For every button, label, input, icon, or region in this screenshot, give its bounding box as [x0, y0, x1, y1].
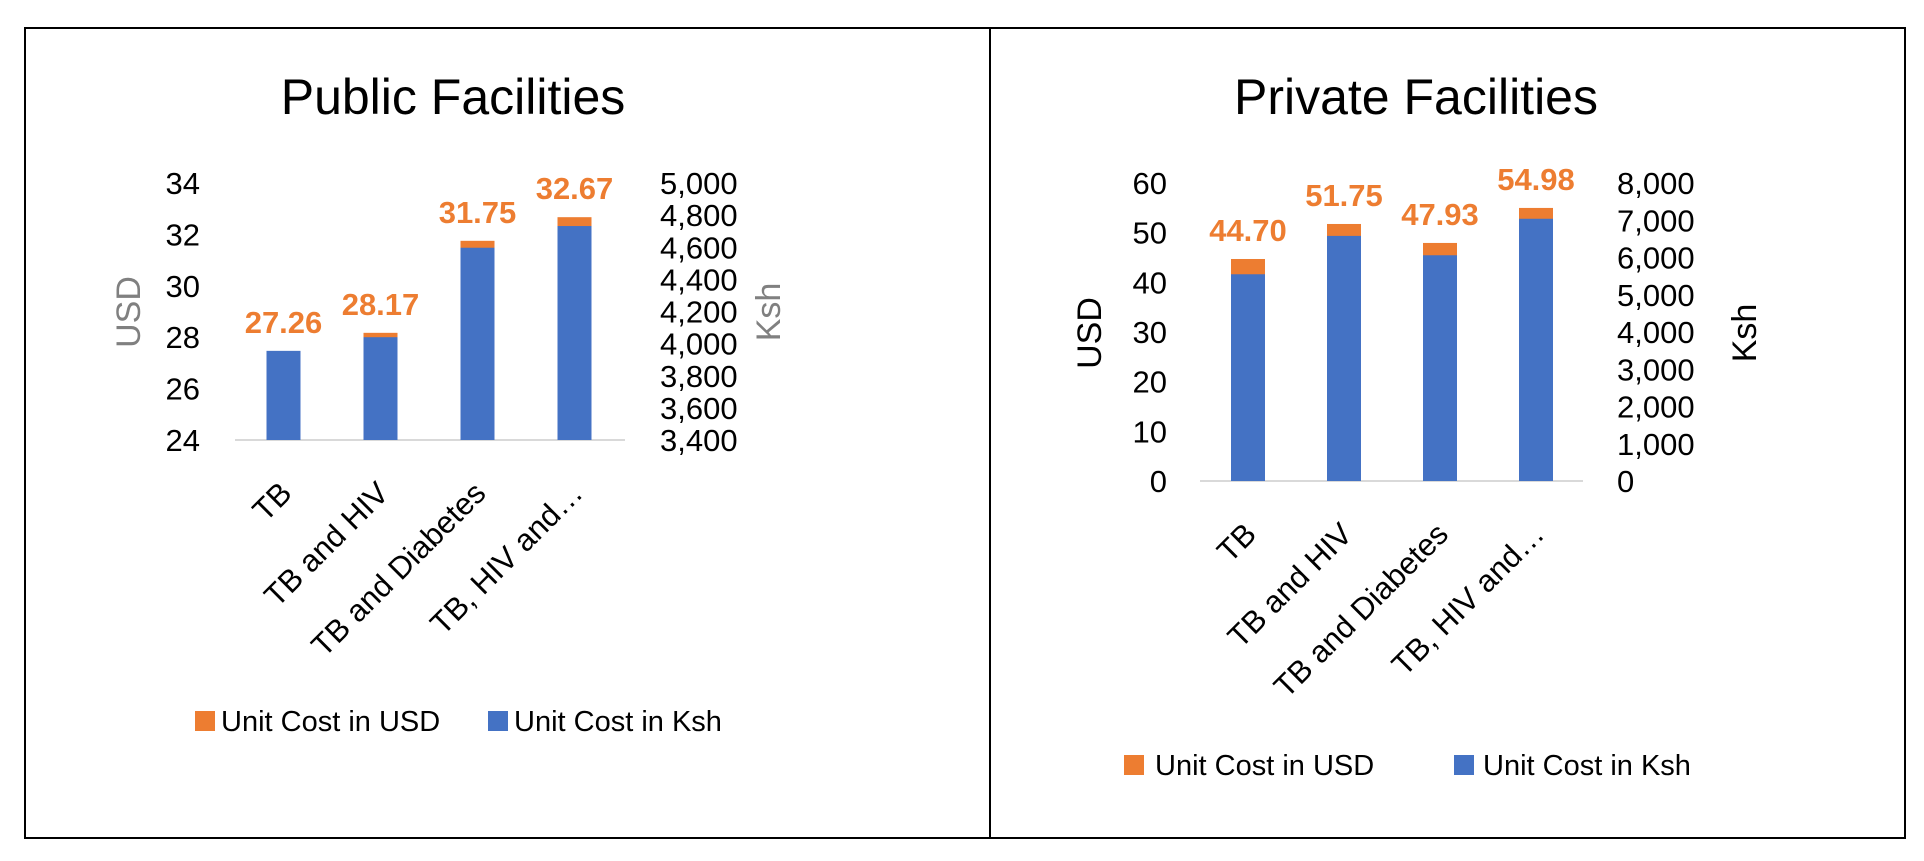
y2-tick-label: 8,000	[1617, 166, 1695, 201]
y2-axis-label: Ksh	[1726, 304, 1764, 363]
data-label: 54.98	[1497, 162, 1575, 197]
chart-public-facilities: Public Facilities USD Ksh 24 26 28 30 32 34 3,…	[110, 69, 788, 738]
y2-tick-label: 3,800	[660, 359, 738, 394]
y-tick-label: 0	[1150, 464, 1167, 499]
y2-tick-label: 0	[1617, 464, 1634, 499]
chart-title: Private Facilities	[1234, 69, 1598, 125]
y-axis-label: USD	[110, 276, 148, 348]
data-label: 32.67	[536, 171, 614, 206]
legend-label: Unit Cost in Ksh	[1483, 750, 1691, 782]
data-label: 51.75	[1305, 178, 1383, 213]
chart-title: Public Facilities	[281, 69, 626, 125]
y2-tick-label: 7,000	[1617, 203, 1695, 238]
y-tick-label: 24	[166, 423, 200, 458]
y-tick-label: 26	[166, 372, 200, 407]
y2-tick-label: 6,000	[1617, 241, 1695, 276]
legend-swatch	[1454, 755, 1474, 775]
data-label: 27.26	[245, 305, 323, 340]
y2-tick-label: 4,000	[1617, 315, 1695, 350]
data-label: 28.17	[342, 287, 420, 322]
y-tick-label: 60	[1133, 166, 1167, 201]
y2-tick-label: 3,600	[660, 391, 738, 426]
y-tick-label: 32	[166, 217, 200, 252]
y-tick-label: 10	[1133, 414, 1167, 449]
data-label: 31.75	[439, 195, 517, 230]
bar-ksh	[266, 350, 301, 440]
data-label: 44.70	[1209, 213, 1287, 248]
y2-tick-label: 4,800	[660, 198, 738, 233]
y2-tick-label: 1,000	[1617, 427, 1695, 462]
bar-ksh	[460, 247, 495, 440]
y2-tick-label: 4,600	[660, 230, 738, 265]
y-tick-label: 50	[1133, 216, 1167, 251]
y2-tick-label: 4,400	[660, 262, 738, 297]
y2-tick-label: 5,000	[1617, 278, 1695, 313]
y-tick-label: 30	[166, 269, 200, 304]
bar-ksh	[363, 337, 398, 440]
y-axis-label: USD	[1071, 297, 1109, 369]
bar-ksh	[1327, 235, 1361, 481]
legend-swatch	[1124, 755, 1144, 775]
y-tick-label: 20	[1133, 365, 1167, 400]
bar-ksh	[557, 226, 592, 440]
y-tick-label: 34	[166, 166, 200, 201]
category-label: TB	[246, 475, 299, 528]
y-tick-label: 30	[1133, 315, 1167, 350]
category-label: TB and Diabetes	[1267, 516, 1455, 704]
category-label: TB and Diabetes	[304, 475, 492, 663]
bar-ksh	[1231, 274, 1265, 481]
legend-swatch	[195, 711, 215, 731]
bar-ksh	[1423, 255, 1457, 481]
y2-axis-label: Ksh	[750, 283, 788, 342]
chart-private-facilities: Private Facilities USD Ksh 0 10 20 30 40 50 60…	[1071, 69, 1764, 782]
y2-tick-label: 5,000	[660, 166, 738, 201]
y2-tick-label: 3,000	[1617, 352, 1695, 387]
y-tick-label: 28	[166, 320, 200, 355]
y2-tick-label: 3,400	[660, 423, 738, 458]
y2-tick-label: 4,000	[660, 327, 738, 362]
bar-ksh	[1519, 218, 1553, 481]
y2-tick-label: 2,000	[1617, 390, 1695, 425]
legend-swatch	[488, 711, 508, 731]
figure-border	[24, 27, 1906, 839]
legend-label: Unit Cost in Ksh	[514, 706, 722, 738]
legend-label: Unit Cost in USD	[1155, 750, 1374, 782]
legend-label: Unit Cost in USD	[221, 706, 440, 738]
y2-tick-label: 4,200	[660, 295, 738, 330]
category-label: TB	[1210, 516, 1263, 569]
y-tick-label: 40	[1133, 265, 1167, 300]
data-label: 47.93	[1401, 197, 1479, 232]
